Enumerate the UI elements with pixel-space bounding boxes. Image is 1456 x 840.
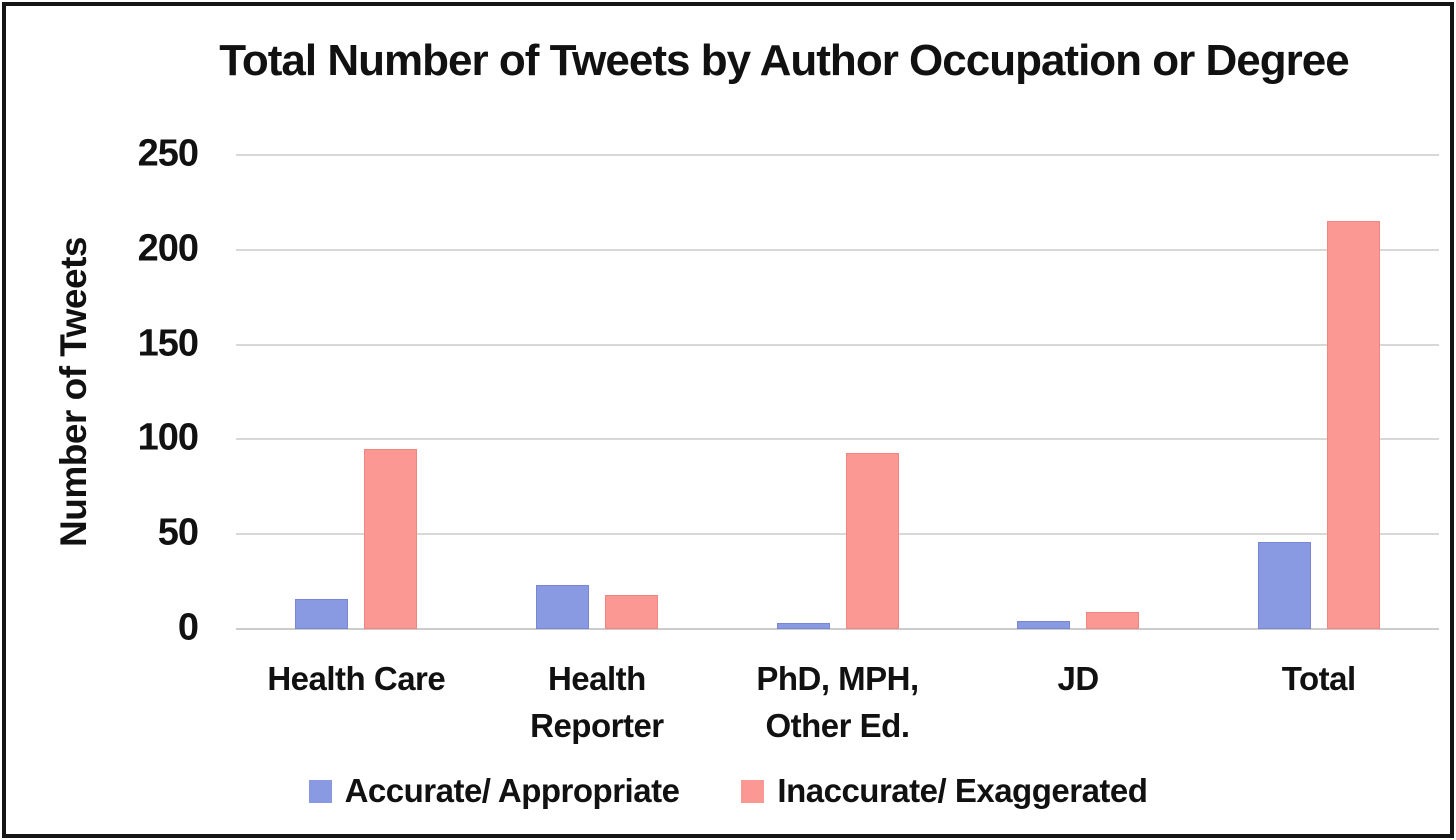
gridline-250 [236,154,1439,156]
bar-inaccurate-5 [1326,221,1380,629]
x-axis-labels: Health Care Health Reporter PhD, MPH, Othe… [236,655,1439,755]
chart-title: Total Number of Tweets by Author Occupat… [219,36,1349,85]
x-label-1: Health Care [267,660,446,697]
bar-inaccurate-2 [604,594,658,629]
y-tick-label-50: 50 [157,511,199,554]
x-label-5: Total [1281,660,1356,697]
legend: Accurate/ Appropriate Inaccurate/ Exagger… [6,772,1450,810]
gridline-200 [236,248,1439,251]
bar-accurate-5 [1257,541,1311,629]
gridline-100 [236,438,1439,441]
plot-area [236,154,1439,630]
bar-inaccurate-4 [1086,611,1140,629]
gridline-150 [236,343,1439,346]
bar-inaccurate-3 [845,452,899,629]
x-label-3: PhD, MPH, Other Ed. [756,660,919,744]
y-tick-label-0: 0 [177,606,199,649]
legend-item-inaccurate: Inaccurate/ Exaggerated [741,772,1148,810]
gridline-50 [236,533,1439,536]
bar-accurate-1 [295,598,349,629]
legend-label: Accurate/ Appropriate [344,772,680,809]
bar-accurate-2 [535,585,589,629]
bar-inaccurate-1 [364,448,418,629]
y-tick-label-100: 100 [137,417,199,460]
y-tick-label-250: 250 [137,132,199,175]
legend-item-accurate: Accurate/ Appropriate [308,772,680,810]
x-label-2: Health Reporter [530,660,664,744]
y-axis-ticks: 0 50 100 150 200 250 [6,133,199,649]
x-label-4: JD [1057,660,1100,697]
legend-label: Inaccurate/ Exaggerated [777,772,1148,809]
bar-accurate-3 [776,623,830,629]
legend-swatch-icon [308,779,332,803]
bar-accurate-4 [1017,621,1071,629]
y-tick-label-150: 150 [137,322,199,365]
legend-swatch-icon [741,779,765,803]
y-tick-label-200: 200 [137,227,199,270]
gridline-0 [236,628,1439,630]
